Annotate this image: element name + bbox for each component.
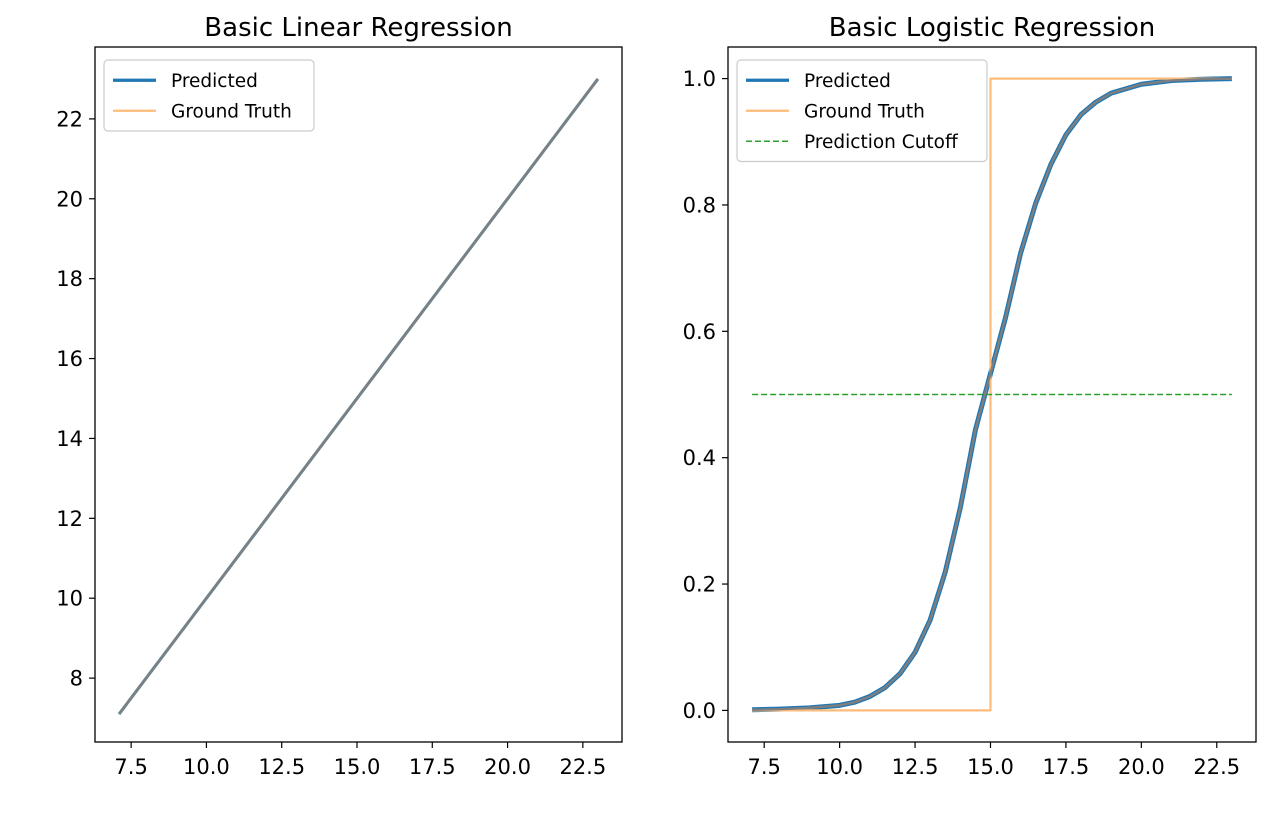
x-tick-label: 22.5 [559,755,606,779]
y-tick-label: 10 [56,587,83,611]
x-tick-label: 15.0 [967,755,1014,779]
x-tick-label: 12.5 [892,755,939,779]
legend-label: Prediction Cutoff [804,132,959,153]
y-tick-label: 16 [56,347,83,371]
chart-1: Basic Linear Regression 7.5 10.0 12.5 15.0 17… [56,13,623,779]
y-tick-label: 0.4 [683,446,716,470]
x-tick-label: 17.5 [409,755,456,779]
legend-label: Ground Truth [171,101,292,122]
x-tick-label: 20.0 [1118,755,1165,779]
legend-label: Predicted [171,71,258,92]
chart-2: Basic Logistic Regression 7.5 10.0 12.5 15.0… [683,13,1257,779]
legend-label: Predicted [804,71,891,92]
y-tick-label: 18 [56,267,83,291]
x-tick-label: 10.0 [183,755,230,779]
y-tick-label: 1.0 [683,67,716,91]
y-tick-label: 20 [56,187,83,211]
x-tick-label: 20.0 [484,755,531,779]
y-tick-label: 22 [56,107,83,131]
x-tick-label: 22.5 [1193,755,1240,779]
chart-title: Basic Logistic Regression [829,13,1156,43]
x-tick-label: 12.5 [258,755,305,779]
x-tick-label: 7.5 [748,755,781,779]
legend-box [103,59,315,132]
legend-box [736,59,988,163]
overlap-line [118,78,599,715]
y-tick-label: 8 [70,667,83,691]
y-tick-label: 0.8 [683,193,716,217]
chart-title: Basic Linear Regression [204,13,512,43]
y-tick-label: 0.6 [683,320,716,344]
y-tick-label: 0.2 [683,573,716,597]
y-tick-label: 14 [56,427,83,451]
x-tick-label: 10.0 [816,755,863,779]
x-tick-label: 15.0 [334,755,381,779]
axes-frame [727,46,1257,743]
legend-label: Ground Truth [804,101,925,122]
legend: Predicted Ground Truth [103,59,315,132]
overlap-line [752,77,1232,711]
x-tick-label: 17.5 [1043,755,1090,779]
y-tick-label: 12 [56,507,83,531]
y-tick-label: 0.0 [683,699,716,723]
axes-frame [94,46,623,743]
legend: Predicted Ground Truth Prediction Cutoff [736,59,988,163]
x-tick-label: 7.5 [114,755,147,779]
